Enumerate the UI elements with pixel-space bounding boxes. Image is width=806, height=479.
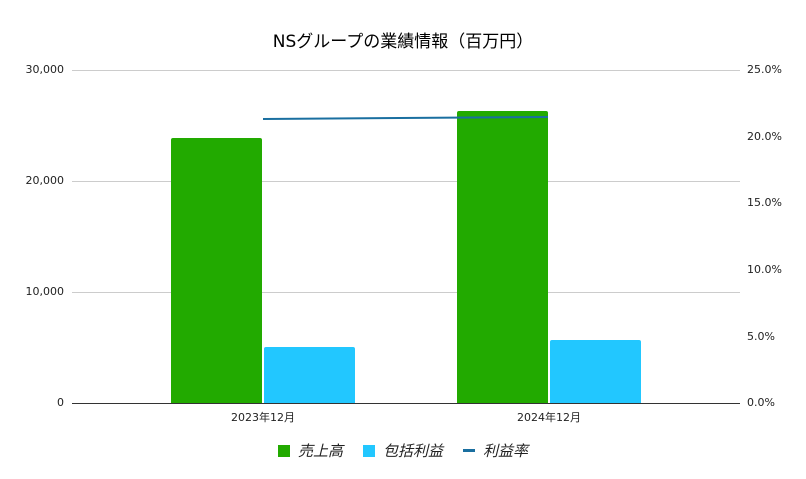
left-axis-tick: 30,000 <box>25 63 65 76</box>
bar-income-2024[interactable] <box>550 340 641 403</box>
gridline <box>72 70 740 71</box>
legend-line-icon <box>463 449 475 452</box>
legend-swatch-icon <box>277 444 290 457</box>
right-axis-tick: 10.0% <box>747 263 782 276</box>
legend-item-margin[interactable]: 利益率 <box>463 440 528 461</box>
left-axis-tick: 0 <box>57 396 64 409</box>
bar-income-2023[interactable] <box>264 347 355 403</box>
x-axis-label: 2023年12月 <box>231 411 295 424</box>
x-axis-label: 2024年12月 <box>517 411 581 424</box>
right-axis-tick: 0.0% <box>747 396 775 409</box>
x-axis-line <box>72 403 740 404</box>
right-axis-tick: 20.0% <box>747 130 782 143</box>
chart-title: NSグループの業績情報（百万円） <box>272 32 534 52</box>
left-axis-tick: 20,000 <box>25 174 65 187</box>
legend-label: 包括利益 <box>382 442 443 460</box>
bar-sales-2024[interactable] <box>457 111 548 403</box>
legend: 売上高 包括利益 利益率 <box>0 440 806 461</box>
gridline <box>72 181 740 182</box>
right-axis-tick: 15.0% <box>747 196 782 209</box>
legend-swatch-icon <box>362 444 375 457</box>
bar-sales-2023[interactable] <box>171 138 262 403</box>
legend-item-income[interactable]: 包括利益 <box>362 440 443 461</box>
legend-label: 売上高 <box>297 442 343 460</box>
gridline <box>72 292 740 293</box>
right-axis-tick: 5.0% <box>747 330 775 343</box>
legend-item-sales[interactable]: 売上高 <box>277 440 343 461</box>
left-axis-tick: 10,000 <box>25 285 65 298</box>
legend-label: 利益率 <box>483 442 529 460</box>
right-axis-tick: 25.0% <box>747 63 782 76</box>
